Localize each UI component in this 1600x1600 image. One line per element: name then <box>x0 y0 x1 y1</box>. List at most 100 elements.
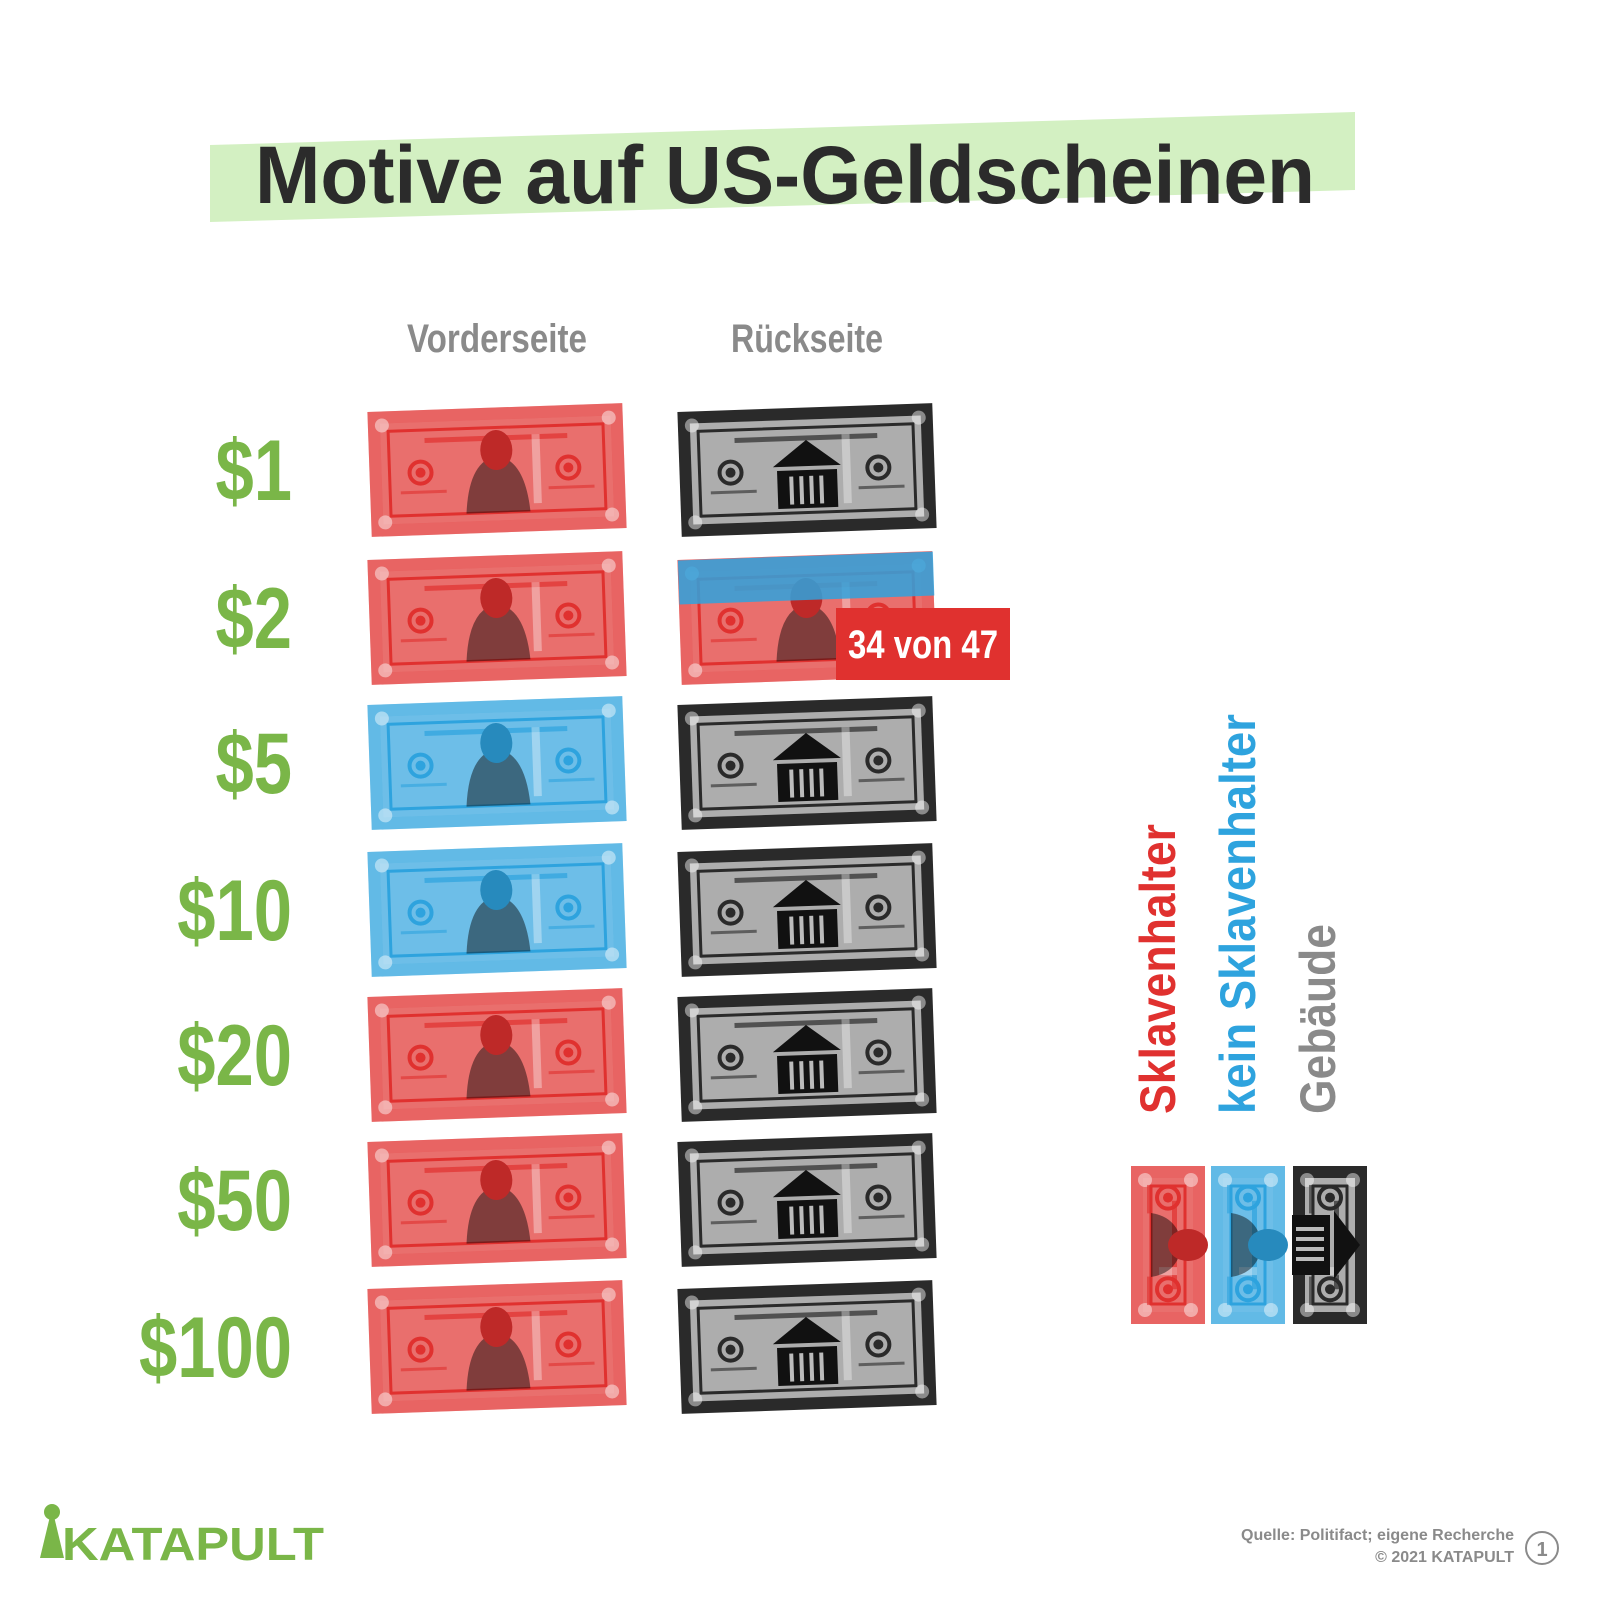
bill-inner <box>386 422 608 518</box>
bill-seal-dot <box>563 755 574 766</box>
bill-corner <box>684 858 699 873</box>
bill-corner <box>374 1148 389 1163</box>
bill-seal-dot <box>725 1052 736 1063</box>
bill <box>677 696 937 830</box>
column-header: Vorderseite <box>407 317 587 361</box>
bill-seal <box>717 1044 744 1071</box>
bill-line <box>548 484 595 490</box>
bill-line <box>1309 1276 1312 1306</box>
bill-stripe <box>1159 1267 1177 1276</box>
bill-inner <box>696 862 918 958</box>
bill-seal <box>407 1336 434 1363</box>
portrait-body <box>776 604 841 662</box>
bill-seal <box>407 1044 434 1071</box>
title: Motive auf US-Geldscheinen <box>255 130 1315 221</box>
bill-corner <box>684 1295 699 1310</box>
bill <box>367 988 627 1122</box>
bill-seal <box>555 1331 582 1358</box>
bill-corner <box>1138 1173 1152 1187</box>
bill-seal <box>1235 1276 1261 1303</box>
building-column <box>809 475 815 504</box>
bill <box>677 1133 937 1267</box>
portrait-head <box>480 430 513 471</box>
building-roof <box>1334 1211 1360 1279</box>
bill-seal-dot <box>873 902 884 913</box>
bill-corner <box>688 955 703 970</box>
bill-seal-dot <box>873 1339 884 1350</box>
denomination: $10 <box>177 863 292 959</box>
portrait-head-shade <box>480 1015 513 1056</box>
bill-corner <box>1264 1173 1278 1187</box>
bill-seal <box>865 1331 892 1358</box>
bill-seal-dot <box>725 907 736 918</box>
bill-inner <box>386 1007 608 1103</box>
bill-seal <box>407 459 434 486</box>
bill-seal <box>717 899 744 926</box>
bill-corner <box>601 1140 616 1155</box>
bill-corner <box>911 1287 926 1302</box>
bill-line <box>734 433 878 444</box>
bill-seal-dot <box>415 1344 426 1355</box>
building-column <box>799 476 805 505</box>
portrait-body <box>466 1333 531 1391</box>
building-body <box>777 1198 839 1240</box>
building-column <box>799 769 805 798</box>
building-body <box>777 468 839 510</box>
bill-stripe <box>841 433 852 504</box>
bill-corner <box>911 1140 926 1155</box>
bill-inner <box>386 1299 608 1395</box>
portrait-head-shade <box>480 723 513 764</box>
bill <box>1131 1166 1208 1324</box>
bill-corner <box>378 955 393 970</box>
legend-label: kein Sklavenhalter <box>1210 714 1266 1114</box>
portrait-head-shade <box>1168 1229 1208 1261</box>
portrait-body <box>466 604 531 662</box>
denomination: $50 <box>177 1153 292 1249</box>
bill-corner <box>688 515 703 530</box>
bill-seal <box>407 752 434 779</box>
bill-line <box>400 489 447 495</box>
bill-corner <box>601 558 616 573</box>
building-column <box>789 1061 795 1090</box>
bill-line <box>734 726 878 737</box>
bill-inner <box>386 1152 608 1248</box>
bill-seal <box>865 1184 892 1211</box>
bill <box>367 843 627 977</box>
bill-corner <box>911 850 926 865</box>
bill-line <box>1147 1184 1150 1214</box>
bill-corner <box>601 995 616 1010</box>
bill-inner <box>696 1007 918 1103</box>
bill-seal <box>1155 1184 1181 1211</box>
building-column <box>809 1060 815 1089</box>
bill-line <box>710 929 757 935</box>
page-circle <box>1525 1531 1559 1565</box>
building-column <box>789 769 795 798</box>
building-column <box>809 1352 815 1381</box>
bill-corner <box>374 1295 389 1310</box>
denomination: $100 <box>139 1300 292 1396</box>
bill-seal-dot <box>725 760 736 771</box>
denomination: $20 <box>177 1008 292 1104</box>
bill-corner <box>684 418 699 433</box>
bill-seal <box>1317 1276 1343 1303</box>
bill-corner <box>601 850 616 865</box>
building-column <box>1296 1227 1324 1231</box>
bill-seal-dot <box>873 1047 884 1058</box>
portrait-head-shade <box>480 1160 513 1201</box>
bill-corner <box>601 1287 616 1302</box>
bill-seal-dot <box>415 760 426 771</box>
denomination: $1 <box>215 423 292 519</box>
portrait-body <box>466 896 531 954</box>
bill-seal-dot <box>725 467 736 478</box>
portrait-head <box>480 1160 513 1201</box>
bill-seal-dot <box>725 1344 736 1355</box>
bill-corner <box>378 663 393 678</box>
building-roof <box>772 733 841 761</box>
bill-line <box>710 1074 757 1080</box>
portrait-head <box>480 578 513 619</box>
bill-seal <box>555 1039 582 1066</box>
bill-corner <box>378 515 393 530</box>
bill-seal-dot <box>725 1197 736 1208</box>
bill-seal <box>555 454 582 481</box>
building-column <box>809 768 815 797</box>
